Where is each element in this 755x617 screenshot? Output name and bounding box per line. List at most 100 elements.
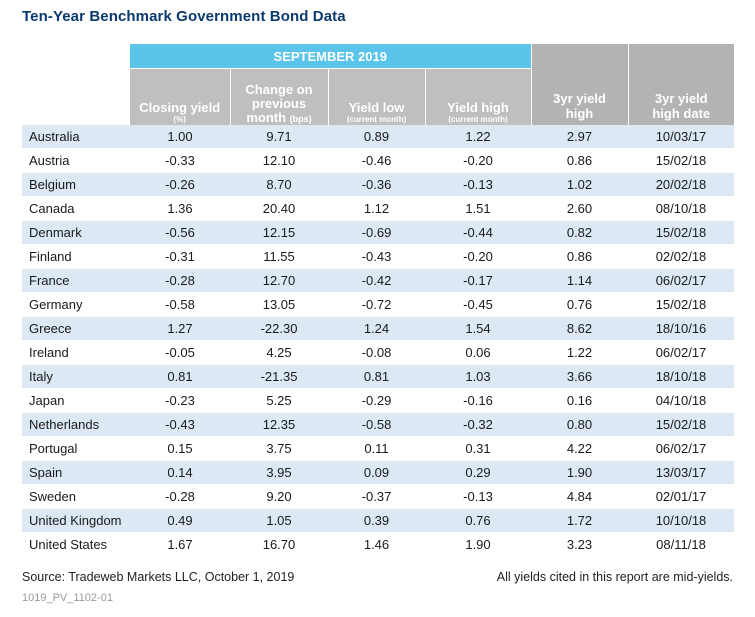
- cell-high: 1.51: [425, 196, 531, 221]
- cell-closing: -0.33: [130, 148, 230, 173]
- cell-country: Sweden: [22, 484, 130, 509]
- cell-change: 5.25: [230, 388, 328, 413]
- cell-high: 0.31: [425, 436, 531, 461]
- header-change-sub: (bps): [289, 114, 312, 124]
- cell-date3: 13/03/17: [628, 460, 734, 485]
- cell-high: -0.20: [425, 148, 531, 173]
- cell-high3: 8.62: [531, 316, 628, 341]
- cell-country: Australia: [22, 125, 130, 149]
- cell-closing: -0.05: [130, 340, 230, 365]
- cell-low: -0.42: [328, 268, 425, 293]
- cell-high3: 1.72: [531, 508, 628, 533]
- cell-high: -0.32: [425, 412, 531, 437]
- cell-country: United States: [22, 532, 130, 557]
- header-yield-low-label: Yield low: [348, 100, 405, 115]
- cell-closing: -0.56: [130, 220, 230, 245]
- cell-closing: 1.00: [130, 125, 230, 149]
- cell-low: -0.46: [328, 148, 425, 173]
- header-3yr-high: 3yr yield high: [530, 44, 628, 125]
- cell-country: Japan: [22, 388, 130, 413]
- cell-change: 12.70: [230, 268, 328, 293]
- table-row: United States 1.67 16.70 1.46 1.90 3.23 08/11/…: [22, 532, 734, 557]
- cell-low: -0.58: [328, 412, 425, 437]
- cell-low: -0.43: [328, 244, 425, 269]
- cell-change: 12.35: [230, 412, 328, 437]
- cell-low: -0.36: [328, 172, 425, 197]
- cell-high: -0.45: [425, 292, 531, 317]
- header-closing-yield-label: Closing yield: [139, 100, 221, 115]
- cell-date3: 15/02/18: [628, 220, 734, 245]
- table-row: Denmark -0.56 12.15 -0.69 -0.44 0.82 15/02/18: [22, 220, 734, 245]
- table-row: Japan -0.23 5.25 -0.29 -0.16 0.16 04/10/18: [22, 388, 734, 413]
- cell-high: -0.20: [425, 244, 531, 269]
- cell-date3: 08/10/18: [628, 196, 734, 221]
- cell-change: 3.75: [230, 436, 328, 461]
- cell-country: Germany: [22, 292, 130, 317]
- table-row: Canada 1.36 20.40 1.12 1.51 2.60 08/10/18: [22, 196, 734, 221]
- cell-change: 11.55: [230, 244, 328, 269]
- cell-high: 1.54: [425, 316, 531, 341]
- cell-country: Italy: [22, 364, 130, 389]
- cell-closing: -0.23: [130, 388, 230, 413]
- cell-closing: 1.67: [130, 532, 230, 557]
- cell-date3: 02/01/17: [628, 484, 734, 509]
- cell-date3: 02/02/18: [628, 244, 734, 269]
- cell-date3: 15/02/18: [628, 292, 734, 317]
- cell-date3: 18/10/18: [628, 364, 734, 389]
- cell-high: 1.22: [425, 125, 531, 149]
- cell-date3: 15/02/18: [628, 412, 734, 437]
- table-row: Finland -0.31 11.55 -0.43 -0.20 0.86 02/02/18: [22, 244, 734, 269]
- table-row: Netherlands -0.43 12.35 -0.58 -0.32 0.80 15/02…: [22, 412, 734, 437]
- cell-country: Belgium: [22, 172, 130, 197]
- cell-country: Ireland: [22, 340, 130, 365]
- cell-high: 0.76: [425, 508, 531, 533]
- cell-low: -0.37: [328, 484, 425, 509]
- table-row: Sweden -0.28 9.20 -0.37 -0.13 4.84 02/01/17: [22, 484, 734, 509]
- cell-country: Finland: [22, 244, 130, 269]
- cell-date3: 06/02/17: [628, 436, 734, 461]
- header-closing-yield-sub: (%): [173, 115, 186, 124]
- cell-high: 0.06: [425, 340, 531, 365]
- bond-data-table: SEPTEMBER 2019 3yr yield high 3yr yield …: [22, 44, 734, 557]
- cell-high3: 1.14: [531, 268, 628, 293]
- header-yield-high: Yield high (current month): [425, 68, 532, 125]
- cell-country: Denmark: [22, 220, 130, 245]
- cell-closing: 0.15: [130, 436, 230, 461]
- cell-low: 0.39: [328, 508, 425, 533]
- table-row: France -0.28 12.70 -0.42 -0.17 1.14 06/02/17: [22, 268, 734, 293]
- header-change: Change on previous month (bps): [230, 68, 329, 125]
- cell-low: 0.89: [328, 125, 425, 149]
- cell-high3: 1.90: [531, 460, 628, 485]
- cell-high3: 2.97: [531, 125, 628, 149]
- cell-low: 1.12: [328, 196, 425, 221]
- page-title: Ten-Year Benchmark Government Bond Data: [22, 8, 346, 25]
- cell-date3: 06/02/17: [628, 268, 734, 293]
- table-row: Greece 1.27 -22.30 1.24 1.54 8.62 18/10/16: [22, 316, 734, 341]
- cell-closing: -0.26: [130, 172, 230, 197]
- cell-change: -21.35: [230, 364, 328, 389]
- cell-closing: -0.28: [130, 268, 230, 293]
- cell-change: 20.40: [230, 196, 328, 221]
- header-change-text: Change on previous month: [245, 82, 313, 125]
- cell-high3: 3.66: [531, 364, 628, 389]
- cell-change: 1.05: [230, 508, 328, 533]
- table-row: Portugal 0.15 3.75 0.11 0.31 4.22 06/02/17: [22, 436, 734, 461]
- cell-high: 0.29: [425, 460, 531, 485]
- cell-high: 1.90: [425, 532, 531, 557]
- table-row: Ireland -0.05 4.25 -0.08 0.06 1.22 06/02/17: [22, 340, 734, 365]
- document-code: 1019_PV_1102-01: [22, 592, 113, 604]
- cell-country: Greece: [22, 316, 130, 341]
- cell-high3: 0.80: [531, 412, 628, 437]
- cell-country: United Kingdom: [22, 508, 130, 533]
- cell-change: 12.10: [230, 148, 328, 173]
- cell-low: -0.69: [328, 220, 425, 245]
- cell-closing: -0.43: [130, 412, 230, 437]
- cell-change: 12.15: [230, 220, 328, 245]
- cell-low: 0.09: [328, 460, 425, 485]
- cell-closing: 1.36: [130, 196, 230, 221]
- cell-high3: 1.02: [531, 172, 628, 197]
- header-yield-low-sub: (current month): [346, 115, 407, 124]
- cell-high3: 0.16: [531, 388, 628, 413]
- table-row: Germany -0.58 13.05 -0.72 -0.45 0.76 15/02/18: [22, 292, 734, 317]
- cell-date3: 10/03/17: [628, 125, 734, 149]
